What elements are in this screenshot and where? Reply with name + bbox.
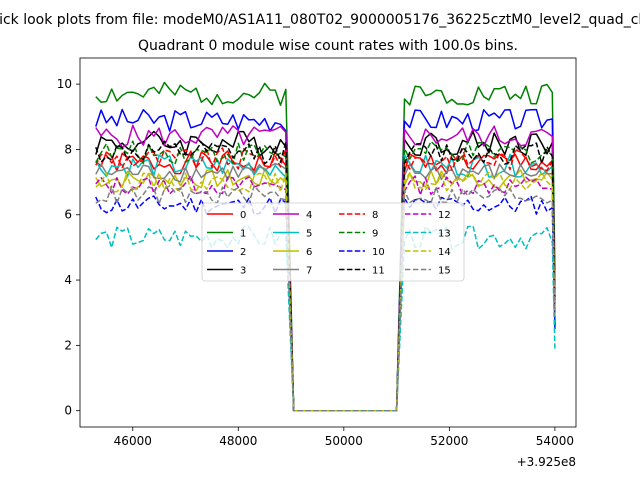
series-line-10 <box>95 195 556 412</box>
legend-label-8: 8 <box>372 210 378 221</box>
legend-label-14: 14 <box>438 247 451 258</box>
legend-label-0: 0 <box>240 210 246 221</box>
x-offset-label: +3.925e8 <box>517 455 576 469</box>
x-tick-label: 52000 <box>430 434 468 448</box>
series-line-1 <box>95 81 556 412</box>
legend-label-11: 11 <box>372 266 385 277</box>
legend-label-12: 12 <box>438 210 451 221</box>
figure-suptitle: CZTI quick look plots from file: modeM0/… <box>0 12 640 28</box>
legend-label-7: 7 <box>306 266 312 277</box>
series-line-12 <box>95 175 556 412</box>
legend-label-6: 6 <box>306 247 312 258</box>
y-tick-label: 6 <box>64 208 72 222</box>
y-tick-label: 10 <box>57 77 72 91</box>
legend-label-3: 3 <box>240 266 246 277</box>
x-tick-label: 50000 <box>325 434 363 448</box>
series-line-9 <box>95 140 556 412</box>
series-line-14 <box>95 171 556 412</box>
chart-title: Quadrant 0 module wise count rates with … <box>138 38 518 54</box>
series-line-6 <box>95 168 556 412</box>
series-line-4 <box>95 124 556 412</box>
y-tick-label: 8 <box>64 142 72 156</box>
legend-label-4: 4 <box>306 210 312 221</box>
series-line-8 <box>95 147 556 412</box>
legend-box <box>201 202 465 282</box>
plot-frame <box>79 57 577 428</box>
series-line-11 <box>95 140 556 412</box>
legend-label-10: 10 <box>372 247 385 258</box>
legend-label-15: 15 <box>438 266 451 277</box>
legend-label-13: 13 <box>438 229 451 240</box>
y-tick-label: 0 <box>64 404 72 418</box>
plot-area <box>95 81 556 412</box>
series-line-15 <box>95 184 556 412</box>
legend-label-1: 1 <box>240 229 246 240</box>
x-tick-label: 54000 <box>536 434 574 448</box>
x-tick-label: 48000 <box>219 434 257 448</box>
series-line-5 <box>95 153 556 412</box>
series-line-2 <box>95 108 556 412</box>
legend-label-5: 5 <box>306 229 312 240</box>
y-tick-label: 2 <box>64 338 72 352</box>
legend-label-9: 9 <box>372 229 378 240</box>
y-tick-label: 4 <box>64 273 72 287</box>
x-tick-label: 46000 <box>114 434 152 448</box>
series-line-7 <box>95 162 556 412</box>
legend-label-2: 2 <box>240 247 246 258</box>
